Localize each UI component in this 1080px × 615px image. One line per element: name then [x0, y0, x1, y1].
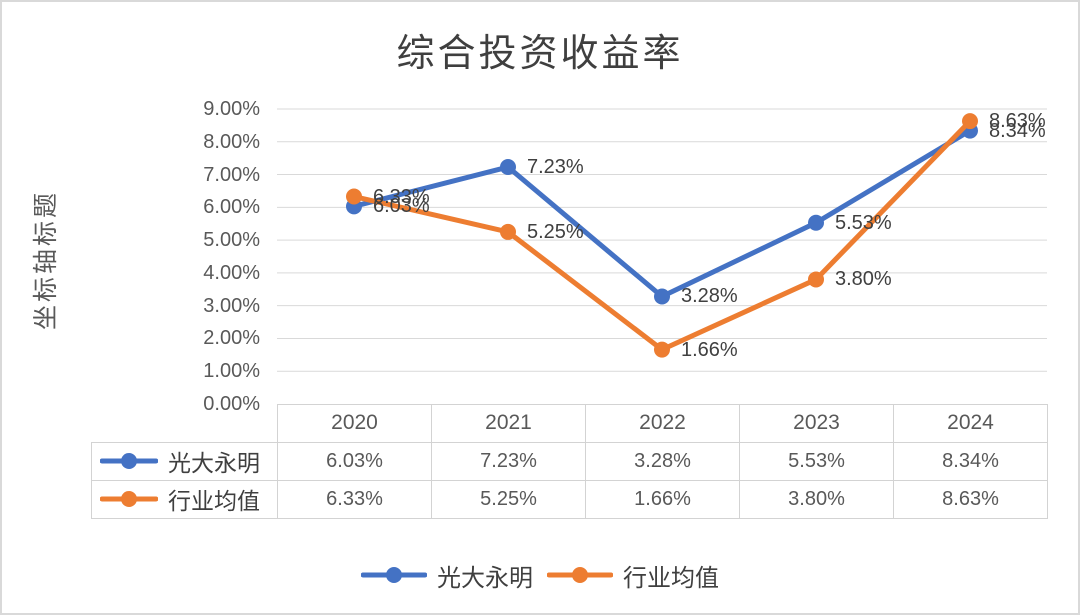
data-point-marker: [500, 159, 516, 176]
table-value-cell: 5.25%: [431, 479, 586, 519]
series-marker-icon: [100, 491, 158, 507]
y-axis-tick-label: 0.00%: [203, 393, 260, 415]
y-axis-tick-label: 4.00%: [203, 261, 260, 284]
table-corner-cell: [92, 405, 278, 443]
legend-label: 行业均值: [623, 565, 719, 592]
y-axis-tick-label: 8.00%: [203, 130, 260, 153]
data-label: 6.03%: [373, 195, 430, 218]
data-point-marker: [962, 113, 978, 130]
data-point-marker: [346, 188, 362, 205]
data-label: 3.80%: [835, 268, 892, 291]
data-label: 7.23%: [527, 156, 584, 179]
table-row: 行业均值 6.33% 5.25% 1.66% 3.80% 8.63%: [91, 479, 1048, 519]
data-point-marker: [500, 223, 516, 240]
table-value-cell: 1.66%: [585, 479, 740, 519]
data-label: 8.63%: [989, 110, 1046, 133]
data-label: 5.53%: [835, 211, 892, 234]
series-marker-icon: [100, 453, 158, 469]
y-axis-tick-label: 6.00%: [203, 196, 260, 219]
legend-label: 光大永明: [437, 565, 533, 592]
legend-item: 行业均值: [547, 558, 719, 593]
table-year-header: 2021: [431, 404, 586, 443]
table-value-cell: 7.23%: [431, 441, 586, 481]
data-label: 8.34%: [989, 119, 1046, 142]
y-axis-tick-label: 9.00%: [203, 98, 260, 120]
series-marker-icon: [361, 567, 427, 583]
data-label: 5.25%: [527, 220, 584, 243]
table-value-cell: 3.28%: [585, 441, 740, 481]
series-name: 光大永明: [168, 451, 260, 476]
table-year-header: 2023: [739, 404, 894, 443]
y-axis-tick-label: 1.00%: [203, 360, 260, 383]
table-series-label-cell: 行业均值: [91, 479, 278, 519]
series-label-wrap: 行业均值: [92, 482, 277, 516]
data-point-marker: [654, 288, 670, 305]
data-table: 2020 2021 2022 2023 2024 光大永明 6.03% 7.23% 3.28% 5…: [91, 404, 1048, 519]
data-point-marker: [654, 341, 670, 358]
table-series-label-cell: 光大永明: [91, 441, 278, 481]
table-year-header: 2024: [893, 404, 1048, 443]
data-point-marker: [808, 214, 824, 231]
series-marker-icon: [547, 567, 613, 583]
y-axis-tick-label: 3.00%: [203, 294, 260, 317]
table-value-cell: 6.33%: [277, 479, 432, 519]
legend-item: 光大永明: [361, 558, 533, 593]
y-axis-tick-label: 5.00%: [203, 229, 260, 252]
chart-legend: 光大永明 行业均值: [2, 555, 1078, 595]
data-label: 6.33%: [373, 185, 430, 208]
y-axis-tick-label: 7.00%: [203, 163, 260, 186]
series-label-wrap: 光大永明: [92, 444, 277, 478]
data-label: 1.66%: [681, 338, 738, 361]
table-value-cell: 3.80%: [739, 479, 894, 519]
table-value-cell: 8.63%: [893, 479, 1048, 519]
y-axis-tick-label: 2.00%: [203, 327, 260, 350]
table-year-header: 2022: [585, 404, 740, 443]
chart-title: 综合投资收益率: [396, 33, 684, 75]
series-name: 行业均值: [168, 489, 260, 514]
table-value-cell: 8.34%: [893, 441, 1048, 481]
data-point-marker: [808, 271, 824, 288]
table-row: 光大永明 6.03% 7.23% 3.28% 5.53% 8.34%: [91, 441, 1048, 481]
data-label: 3.28%: [681, 285, 738, 308]
table-value-cell: 6.03%: [277, 441, 432, 481]
table-year-header: 2020: [277, 404, 432, 443]
table-value-cell: 5.53%: [739, 441, 894, 481]
